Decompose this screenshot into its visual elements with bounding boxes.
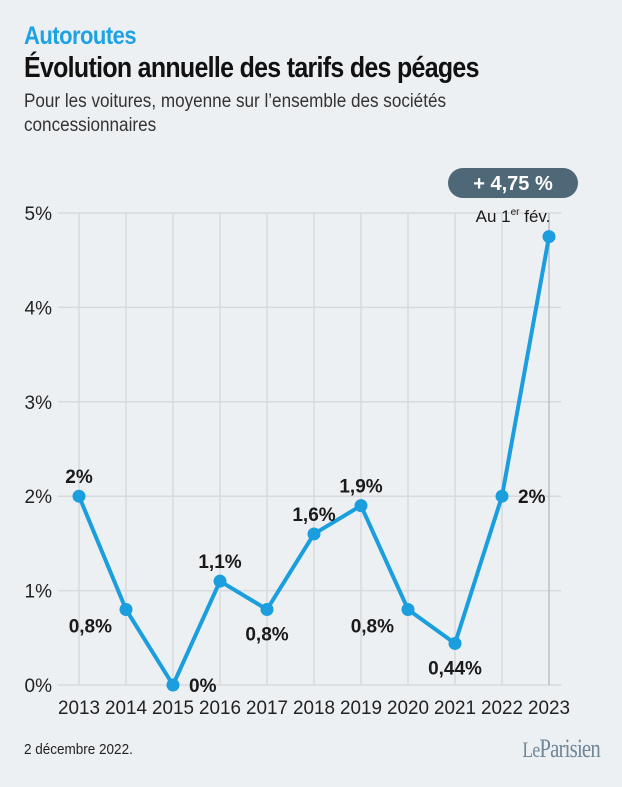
data-point	[119, 602, 133, 616]
data-label: 0,44%	[428, 658, 482, 679]
data-point	[448, 636, 462, 650]
y-axis: 0% 1% 2% 3% 4% 5%	[25, 204, 53, 697]
annotation: + 4,75 % Au 1er fév.	[448, 168, 578, 226]
data-label: 2%	[65, 467, 93, 488]
data-label: 0,8%	[351, 616, 394, 637]
annotation-note: Au 1er fév.	[476, 207, 551, 226]
data-label: 1,1%	[198, 552, 241, 573]
x-tick-label: 2014	[105, 698, 147, 719]
y-tick-label: 2%	[25, 487, 53, 508]
kicker: Autoroutes	[24, 22, 137, 50]
chart-subtitle: Pour les voitures, moyenne sur l’ensembl…	[24, 91, 447, 136]
data-point	[260, 602, 274, 616]
chart-title: Évolution annuelle des tarifs des péages	[24, 52, 479, 84]
le-parisien-logo: LeParisien	[522, 734, 600, 764]
data-label: 0%	[189, 676, 217, 697]
annotation-badge	[448, 168, 578, 198]
x-axis: 2013 2014 2015 2016 2017 2018 2019 2020 2021 2022…	[58, 698, 570, 719]
y-tick-label: 3%	[25, 393, 53, 414]
data-point	[354, 499, 368, 513]
data-point	[542, 230, 556, 244]
annotation-badge-text: + 4,75 %	[473, 173, 553, 195]
data-label: 1,9%	[339, 477, 382, 498]
x-tick-label: 2023	[528, 698, 570, 719]
x-tick-label: 2017	[246, 698, 288, 719]
publication-date: 2 décembre 2022.	[24, 741, 133, 758]
data-point	[307, 527, 321, 541]
logo-le: Le	[522, 737, 540, 762]
x-tick-label: 2020	[387, 698, 429, 719]
y-tick-label: 1%	[25, 582, 53, 603]
data-label: 0,8%	[69, 616, 112, 637]
data-point	[72, 489, 86, 503]
y-tick-label: 5%	[25, 204, 53, 225]
data-point	[401, 602, 415, 616]
data-labels: 2% 0,8% 0% 1,1% 0,8% 1,6%1,9% 0,8% 0,44% 2%	[65, 467, 545, 697]
note-sup: er	[511, 207, 521, 218]
x-tick-label: 2019	[340, 698, 382, 719]
x-tick-label: 2021	[434, 698, 476, 719]
x-tick-label: 2013	[58, 698, 100, 719]
x-tick-label: 2018	[293, 698, 335, 719]
data-point	[213, 574, 227, 588]
x-tick-label: 2016	[199, 698, 241, 719]
note-prefix: Au 1	[476, 207, 511, 226]
y-tick-label: 0%	[25, 676, 53, 697]
data-label: 0,8%	[245, 624, 288, 645]
grid	[58, 212, 561, 686]
x-tick-label: 2022	[481, 698, 523, 719]
logo-name: Parisien	[539, 734, 600, 763]
note-suffix: fév.	[520, 207, 551, 226]
data-point	[495, 489, 509, 503]
data-label: 1,6%	[292, 505, 335, 526]
data-point	[166, 678, 180, 692]
y-tick-label: 4%	[25, 298, 53, 319]
x-tick-label: 2015	[152, 698, 194, 719]
data-points	[72, 230, 556, 692]
data-label: 2%	[518, 487, 546, 508]
